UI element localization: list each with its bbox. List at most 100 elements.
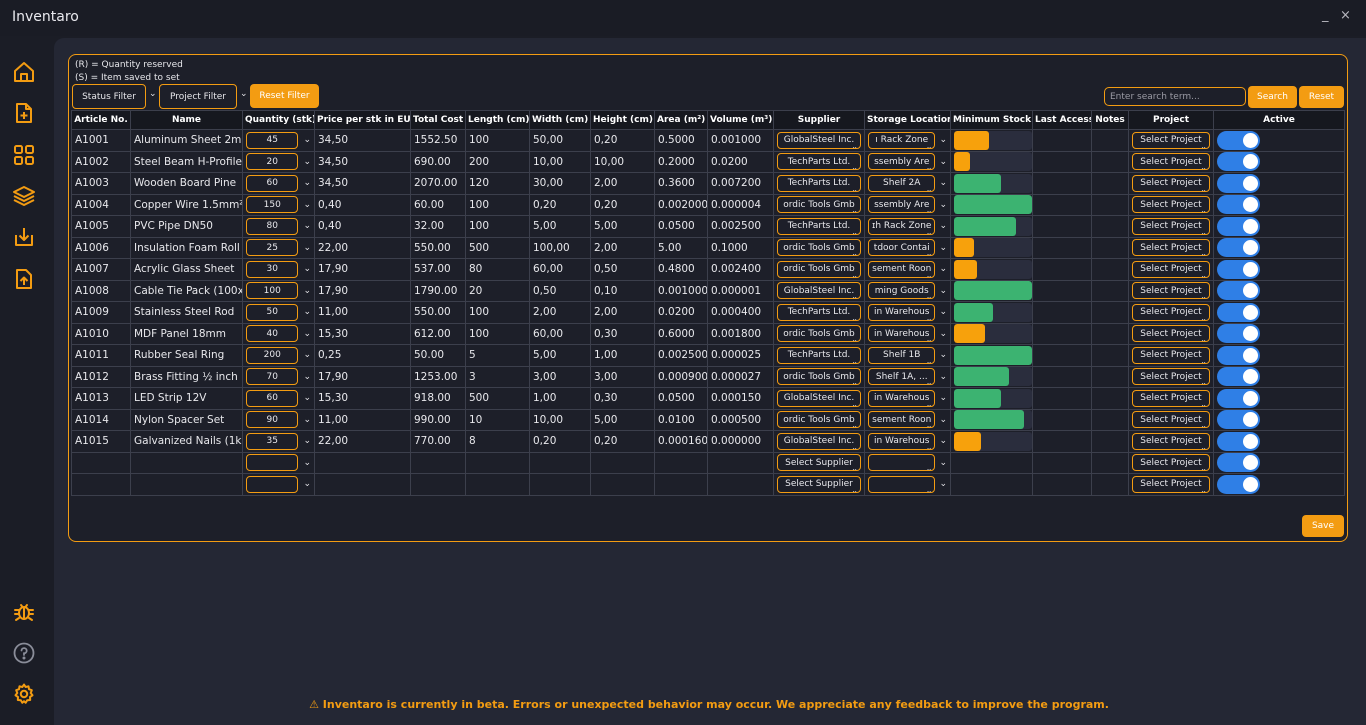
supplier-select[interactable]: ordic Tools Gmb ⌄ xyxy=(777,411,861,429)
active-toggle[interactable] xyxy=(1217,302,1260,322)
project-dropdown[interactable]: Select Project ⌄ xyxy=(1132,260,1210,278)
quantity-select[interactable]: ⌄ xyxy=(246,454,311,472)
active-toggle[interactable] xyxy=(1217,130,1260,150)
status-filter-dropdown-icon[interactable]: ⌄ xyxy=(149,89,157,99)
project-select[interactable]: Select Project ⌄ xyxy=(1132,368,1210,386)
project-select[interactable]: Select Project ⌄ xyxy=(1132,346,1210,364)
supplier-select[interactable]: GlobalSteel Inc. ⌄ xyxy=(777,389,861,407)
storage-location-dropdown[interactable]: ɪh Rack Zone ⌄ xyxy=(868,217,936,235)
column-header[interactable]: Width (cm) xyxy=(529,110,591,130)
supplier-select[interactable]: GlobalSteel Inc. ⌄ xyxy=(777,432,861,450)
quantity-select[interactable]: ⌄ xyxy=(246,475,311,493)
storage-location-dropdown[interactable]: ı Rack Zone ⌄ xyxy=(868,131,936,149)
chevron-down-icon[interactable]: ⌄ xyxy=(303,135,311,146)
storage-location-select[interactable]: ı Rack Zone ⌄ ⌄ xyxy=(868,131,947,149)
supplier-select[interactable]: TechParts Ltd. ⌄ xyxy=(777,303,861,321)
search-input[interactable] xyxy=(1104,87,1246,106)
project-dropdown[interactable]: Select Project ⌄ xyxy=(1132,239,1210,257)
chevron-down-icon[interactable]: ⌄ xyxy=(939,221,947,232)
supplier-select[interactable]: Select Supplier ⌄ xyxy=(777,454,861,472)
storage-location-select[interactable]: in Warehous ⌄ ⌄ xyxy=(868,325,947,343)
supplier-dropdown[interactable]: ordic Tools Gmb ⌄ xyxy=(777,260,861,278)
empty-table-row[interactable]: ⌄ Select Supplier ⌄ ⌄ ⌄ Select Project ⌄ xyxy=(71,473,1345,496)
close-button[interactable]: × xyxy=(1340,8,1351,23)
project-select[interactable]: Select Project ⌄ xyxy=(1132,131,1210,149)
chevron-down-icon[interactable]: ⌄ xyxy=(939,350,947,361)
column-header[interactable]: Price per stk in EUR xyxy=(314,110,411,130)
chevron-down-icon[interactable]: ⌄ xyxy=(939,285,947,296)
storage-location-select[interactable]: Shelf 1A, ... ⌄ ⌄ xyxy=(868,368,947,386)
supplier-dropdown[interactable]: TechParts Ltd. ⌄ xyxy=(777,346,861,364)
quantity-input[interactable]: 50 xyxy=(246,303,299,321)
active-toggle[interactable] xyxy=(1217,281,1260,301)
project-dropdown[interactable]: Select Project ⌄ xyxy=(1132,174,1210,192)
chevron-down-icon[interactable]: ⌄ xyxy=(939,242,947,253)
quantity-input[interactable] xyxy=(246,454,299,472)
chevron-down-icon[interactable]: ⌄ xyxy=(939,328,947,339)
chevron-down-icon[interactable]: ⌄ xyxy=(303,479,311,490)
supplier-dropdown[interactable]: ordic Tools Gmb ⌄ xyxy=(777,196,861,214)
chevron-down-icon[interactable]: ⌄ xyxy=(303,371,311,382)
quantity-input[interactable]: 70 xyxy=(246,368,299,386)
quantity-input[interactable]: 60 xyxy=(246,389,299,407)
supplier-dropdown[interactable]: GlobalSteel Inc. ⌄ xyxy=(777,389,861,407)
chevron-down-icon[interactable]: ⌄ xyxy=(303,393,311,404)
supplier-select[interactable]: ordic Tools Gmb ⌄ xyxy=(777,325,861,343)
chevron-down-icon[interactable]: ⌄ xyxy=(303,285,311,296)
quantity-input[interactable]: 30 xyxy=(246,260,299,278)
supplier-dropdown[interactable]: ordic Tools Gmb ⌄ xyxy=(777,368,861,386)
active-toggle[interactable] xyxy=(1217,474,1260,494)
bug-icon[interactable] xyxy=(12,599,36,623)
supplier-dropdown[interactable]: GlobalSteel Inc. ⌄ xyxy=(777,282,861,300)
empty-table-row[interactable]: ⌄ Select Supplier ⌄ ⌄ ⌄ Select Project ⌄ xyxy=(71,451,1345,474)
supplier-dropdown[interactable]: TechParts Ltd. ⌄ xyxy=(777,174,861,192)
column-header[interactable]: Supplier xyxy=(773,110,865,130)
active-toggle[interactable] xyxy=(1217,259,1260,279)
storage-location-dropdown[interactable]: ming Goods ⌄ xyxy=(868,282,936,300)
active-toggle[interactable] xyxy=(1217,324,1260,344)
table-row[interactable]: A1006 Insulation Foam Roll 25 ⌄ 22,00 550.00 5… xyxy=(71,236,1345,259)
supplier-select[interactable]: TechParts Ltd. ⌄ xyxy=(777,346,861,364)
column-header[interactable]: Active xyxy=(1213,110,1345,130)
column-header[interactable]: Total Cost xyxy=(410,110,466,130)
column-header[interactable]: Article No. xyxy=(71,110,131,130)
active-toggle[interactable] xyxy=(1217,410,1260,430)
project-select[interactable]: Select Project ⌄ xyxy=(1132,282,1210,300)
chevron-down-icon[interactable]: ⌄ xyxy=(939,264,947,275)
column-header[interactable]: Project xyxy=(1128,110,1214,130)
chevron-down-icon[interactable]: ⌄ xyxy=(303,436,311,447)
storage-location-dropdown[interactable]: tdoor Contai ⌄ xyxy=(868,239,936,257)
quantity-select[interactable]: 30 ⌄ xyxy=(246,260,311,278)
quantity-input[interactable]: 90 xyxy=(246,411,299,429)
quantity-select[interactable]: 150 ⌄ xyxy=(246,196,311,214)
active-toggle[interactable] xyxy=(1217,453,1260,473)
column-header[interactable]: Volume (m³) xyxy=(707,110,774,130)
quantity-input[interactable] xyxy=(246,475,299,493)
supplier-dropdown[interactable]: Select Supplier ⌄ xyxy=(777,475,861,493)
search-button[interactable]: Search xyxy=(1248,86,1297,108)
minimize-button[interactable]: _ xyxy=(1322,8,1329,23)
storage-location-select[interactable]: ⌄ ⌄ xyxy=(868,454,947,472)
help-icon[interactable] xyxy=(12,641,36,665)
quantity-input[interactable]: 45 xyxy=(246,131,299,149)
project-dropdown[interactable]: Select Project ⌄ xyxy=(1132,411,1210,429)
chevron-down-icon[interactable]: ⌄ xyxy=(303,307,311,318)
supplier-select[interactable]: ordic Tools Gmb ⌄ xyxy=(777,260,861,278)
project-select[interactable]: Select Project ⌄ xyxy=(1132,239,1210,257)
chevron-down-icon[interactable]: ⌄ xyxy=(939,479,947,490)
storage-location-select[interactable]: tdoor Contai ⌄ ⌄ xyxy=(868,239,947,257)
quantity-select[interactable]: 100 ⌄ xyxy=(246,282,311,300)
status-filter-button[interactable]: Status Filter xyxy=(72,84,146,109)
chevron-down-icon[interactable]: ⌄ xyxy=(303,156,311,167)
storage-location-select[interactable]: sement Roon ⌄ ⌄ xyxy=(868,411,947,429)
project-dropdown[interactable]: Select Project ⌄ xyxy=(1132,196,1210,214)
active-toggle[interactable] xyxy=(1217,216,1260,236)
supplier-select[interactable]: GlobalSteel Inc. ⌄ xyxy=(777,282,861,300)
storage-location-select[interactable]: in Warehous ⌄ ⌄ xyxy=(868,432,947,450)
column-header[interactable]: Height (cm) xyxy=(590,110,655,130)
storage-location-dropdown[interactable]: Shelf 1B ⌄ xyxy=(868,346,936,364)
chevron-down-icon[interactable]: ⌄ xyxy=(939,436,947,447)
quantity-select[interactable]: 60 ⌄ xyxy=(246,174,311,192)
supplier-dropdown[interactable]: ordic Tools Gmb ⌄ xyxy=(777,411,861,429)
project-select[interactable]: Select Project ⌄ xyxy=(1132,217,1210,235)
